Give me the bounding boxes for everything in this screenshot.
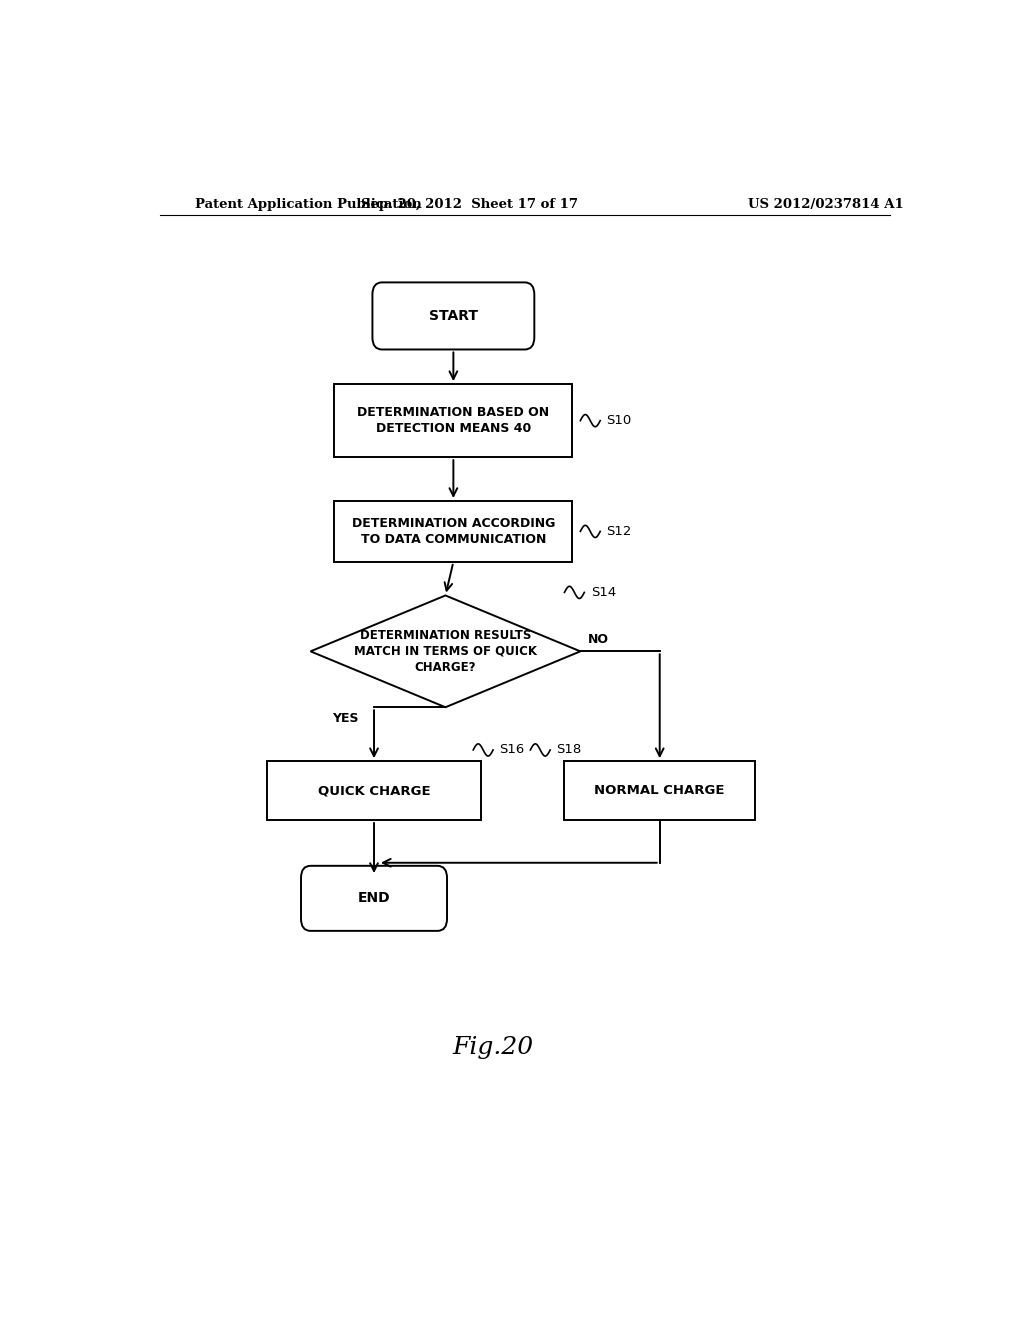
Bar [334,384,572,457]
Text: Fig.20: Fig.20 [453,1036,534,1059]
FancyBboxPatch shape [373,282,535,350]
Text: END: END [357,891,390,906]
Text: S12: S12 [606,525,632,539]
Text: S16: S16 [500,743,524,756]
Text: NORMAL CHARGE: NORMAL CHARGE [595,784,725,797]
Text: QUICK CHARGE: QUICK CHARGE [317,784,430,797]
Text: DETERMINATION ACCORDING
TO DATA COMMUNICATION: DETERMINATION ACCORDING TO DATA COMMUNIC… [351,517,555,546]
Text: DETERMINATION RESULTS
MATCH IN TERMS OF QUICK
CHARGE?: DETERMINATION RESULTS MATCH IN TERMS OF … [354,628,537,673]
Text: START: START [429,309,478,323]
Text: NO: NO [588,634,609,647]
Text: YES: YES [332,713,358,725]
Text: DETERMINATION BASED ON
DETECTION MEANS 40: DETERMINATION BASED ON DETECTION MEANS 4… [357,407,550,436]
Bar [334,500,572,562]
Polygon shape [310,595,581,708]
FancyBboxPatch shape [301,866,447,931]
Text: Sep. 20, 2012  Sheet 17 of 17: Sep. 20, 2012 Sheet 17 of 17 [360,198,578,211]
Bar [564,762,755,820]
Text: S18: S18 [557,743,582,756]
Text: Patent Application Publication: Patent Application Publication [196,198,422,211]
Text: US 2012/0237814 A1: US 2012/0237814 A1 [749,198,904,211]
Bar [267,762,481,820]
Text: S10: S10 [606,414,632,428]
Text: S14: S14 [591,586,615,599]
